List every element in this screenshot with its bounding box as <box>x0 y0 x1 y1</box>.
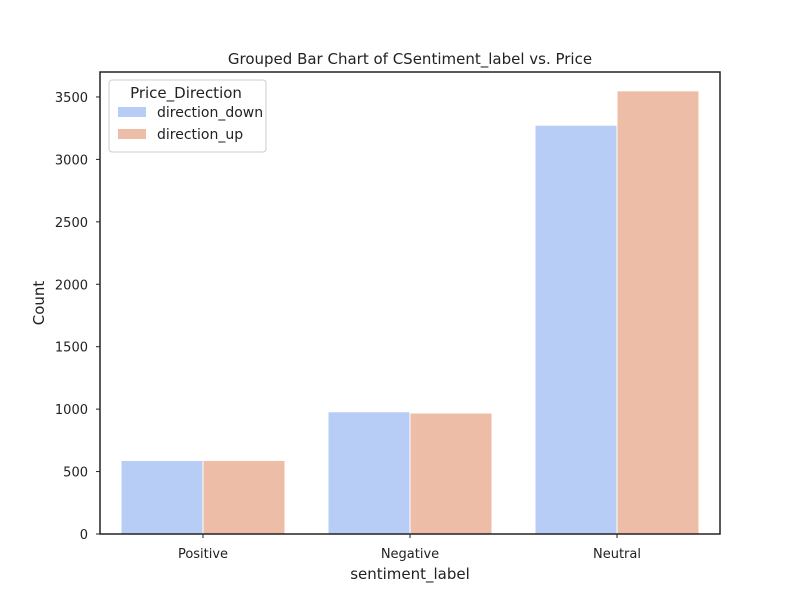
y-tick-label: 1500 <box>55 341 88 356</box>
legend-label-direction-up: direction_up <box>157 127 243 143</box>
y-tick-label: 2500 <box>55 216 88 231</box>
chart-title: Grouped Bar Chart of CSentiment_label vs… <box>228 50 592 69</box>
y-tick-label: 1000 <box>55 403 88 418</box>
y-tick-label: 3500 <box>55 91 88 106</box>
y-tick-label: 0 <box>80 528 88 543</box>
bar-neutral-direction-up <box>617 91 699 534</box>
x-tick-label: Neutral <box>593 547 641 562</box>
y-tick-label: 2000 <box>55 278 88 293</box>
bar-positive-direction-down <box>121 460 203 534</box>
bar-neutral-direction-down <box>535 125 617 534</box>
bar-positive-direction-up <box>203 460 285 534</box>
legend-title: Price_Direction <box>130 84 242 103</box>
x-tick-label: Negative <box>381 547 439 562</box>
legend-box <box>108 79 267 153</box>
plot-frame <box>99 71 721 535</box>
bar-negative-direction-down <box>328 412 410 534</box>
y-tick-label: 3000 <box>55 153 88 168</box>
y-axis-label: Count <box>30 281 48 326</box>
bars-layer <box>121 91 699 534</box>
legend-label-direction-down: direction_down <box>157 105 263 121</box>
y-tick-label: 500 <box>63 466 88 481</box>
legend: Price_Direction direction_downdirection_… <box>108 79 267 153</box>
ticks-layer: 0 500 1000 1500 2000 2500 3000 3500 Positive Nega… <box>55 91 641 562</box>
bar-negative-direction-up <box>410 413 492 534</box>
x-tick-label: Positive <box>178 547 228 562</box>
legend-swatch-direction-down <box>118 107 146 117</box>
legend-swatch-direction-up <box>118 129 146 139</box>
legend-items: direction_down direction_up <box>118 105 263 143</box>
x-axis-label: sentiment_label <box>350 565 470 584</box>
